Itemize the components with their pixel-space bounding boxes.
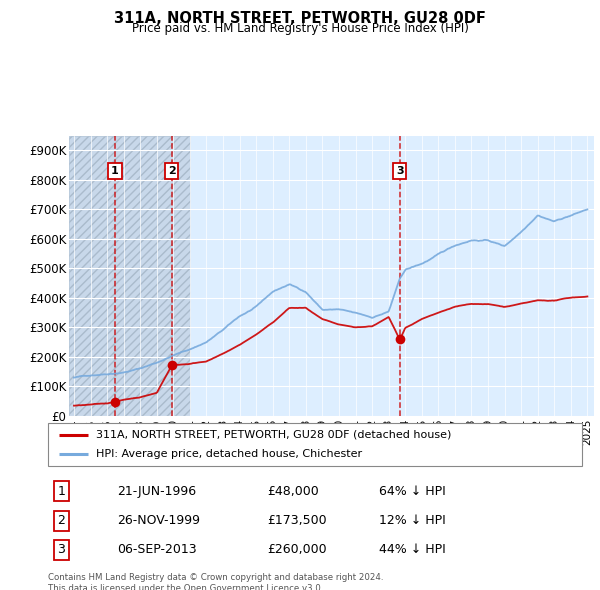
Text: HPI: Average price, detached house, Chichester: HPI: Average price, detached house, Chic… bbox=[96, 450, 362, 460]
Text: £260,000: £260,000 bbox=[267, 543, 326, 556]
Text: 1: 1 bbox=[58, 485, 65, 498]
Text: 1: 1 bbox=[111, 166, 119, 176]
Text: 3: 3 bbox=[58, 543, 65, 556]
Text: £173,500: £173,500 bbox=[267, 514, 326, 527]
Text: 2: 2 bbox=[168, 166, 176, 176]
Text: 311A, NORTH STREET, PETWORTH, GU28 0DF (detached house): 311A, NORTH STREET, PETWORTH, GU28 0DF (… bbox=[96, 430, 451, 440]
Text: 64% ↓ HPI: 64% ↓ HPI bbox=[379, 485, 446, 498]
FancyBboxPatch shape bbox=[48, 423, 582, 466]
Text: Contains HM Land Registry data © Crown copyright and database right 2024.
This d: Contains HM Land Registry data © Crown c… bbox=[48, 573, 383, 590]
Text: 311A, NORTH STREET, PETWORTH, GU28 0DF: 311A, NORTH STREET, PETWORTH, GU28 0DF bbox=[114, 11, 486, 25]
Text: 3: 3 bbox=[396, 166, 404, 176]
Text: 44% ↓ HPI: 44% ↓ HPI bbox=[379, 543, 446, 556]
Bar bbox=[69, 136, 190, 416]
Text: 26-NOV-1999: 26-NOV-1999 bbox=[118, 514, 200, 527]
Text: Price paid vs. HM Land Registry's House Price Index (HPI): Price paid vs. HM Land Registry's House … bbox=[131, 22, 469, 35]
Text: 06-SEP-2013: 06-SEP-2013 bbox=[118, 543, 197, 556]
Text: 2: 2 bbox=[58, 514, 65, 527]
Text: 21-JUN-1996: 21-JUN-1996 bbox=[118, 485, 197, 498]
Text: £48,000: £48,000 bbox=[267, 485, 319, 498]
Text: 12% ↓ HPI: 12% ↓ HPI bbox=[379, 514, 446, 527]
